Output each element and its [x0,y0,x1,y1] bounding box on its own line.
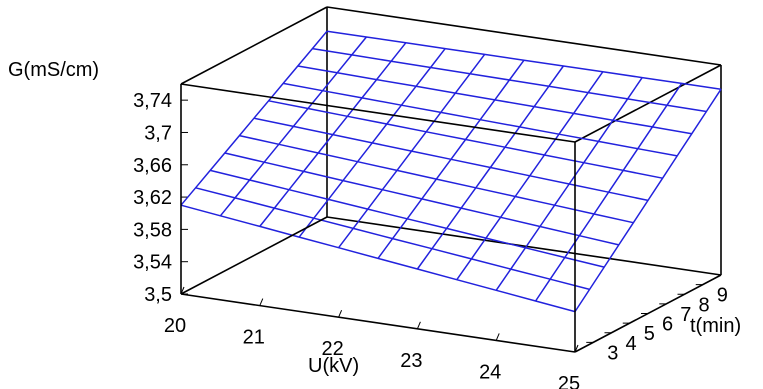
box-edge-back [326,216,722,276]
y-tick-label: 4 [626,333,637,355]
surface-line-constant-t [297,65,692,135]
z-tick-label: 3,7 [144,122,172,144]
box-edge-back [326,6,722,66]
surface-line-constant-u [456,71,604,281]
y-tick-label: 7 [680,304,691,326]
x-tick-mark [338,310,343,318]
box-edge-front [180,293,576,353]
y-tick-label: 8 [699,294,710,316]
surface-line-constant-t [268,100,663,179]
x-axis-label: U(kV) [308,355,359,377]
surface-mesh [180,30,722,313]
y-tick-label: 3 [607,342,618,364]
x-axis-ticks: 20 21 22 23 24 25 [164,286,580,389]
box-edge-front [180,216,328,295]
z-tick-label: 3,66 [133,155,172,177]
x-tick-label: 25 [558,373,580,389]
box-edge-back [574,64,722,143]
x-tick-label: 20 [164,315,186,337]
z-tick-label: 3,54 [133,252,172,274]
y-tick-label: 6 [662,314,673,336]
x-tick-label: 21 [243,327,265,349]
box-edge-front [180,83,576,143]
z-tick-label: 3,74 [133,90,172,112]
surface-line-constant-t [253,117,649,202]
surface-line-constant-t [312,47,707,113]
surface-line-constant-u [495,77,643,291]
y-axis-label: t(min) [690,315,741,337]
surface-line-constant-u [534,82,683,302]
z-axis-ticks: 3,5 3,54 3,58 3,62 3,66 3,7 3,74 [133,90,188,306]
z-tick-label: 3,62 [133,187,172,209]
box-edge-back [180,6,328,85]
x-tick-label: 24 [479,361,501,383]
x-tick-label: 22 [321,338,343,360]
y-tick-label: 9 [717,285,728,307]
z-tick-label: 3,58 [133,219,172,241]
z-tick-label: 3,5 [144,284,172,306]
plot-box-back [180,6,722,353]
surface-line-constant-t [283,82,678,157]
surface-line-constant-t [326,30,722,90]
x-tick-mark [495,333,500,341]
surface-line-constant-u [574,88,722,313]
x-tick-mark [259,298,264,306]
y-tick-label: 5 [644,323,655,345]
surface-line-constant-u [416,65,565,270]
x-tick-mark [416,321,421,329]
x-tick-label: 23 [400,350,422,372]
z-axis-label: G(mS/cm) [8,59,99,81]
plot-box-front [180,83,576,353]
